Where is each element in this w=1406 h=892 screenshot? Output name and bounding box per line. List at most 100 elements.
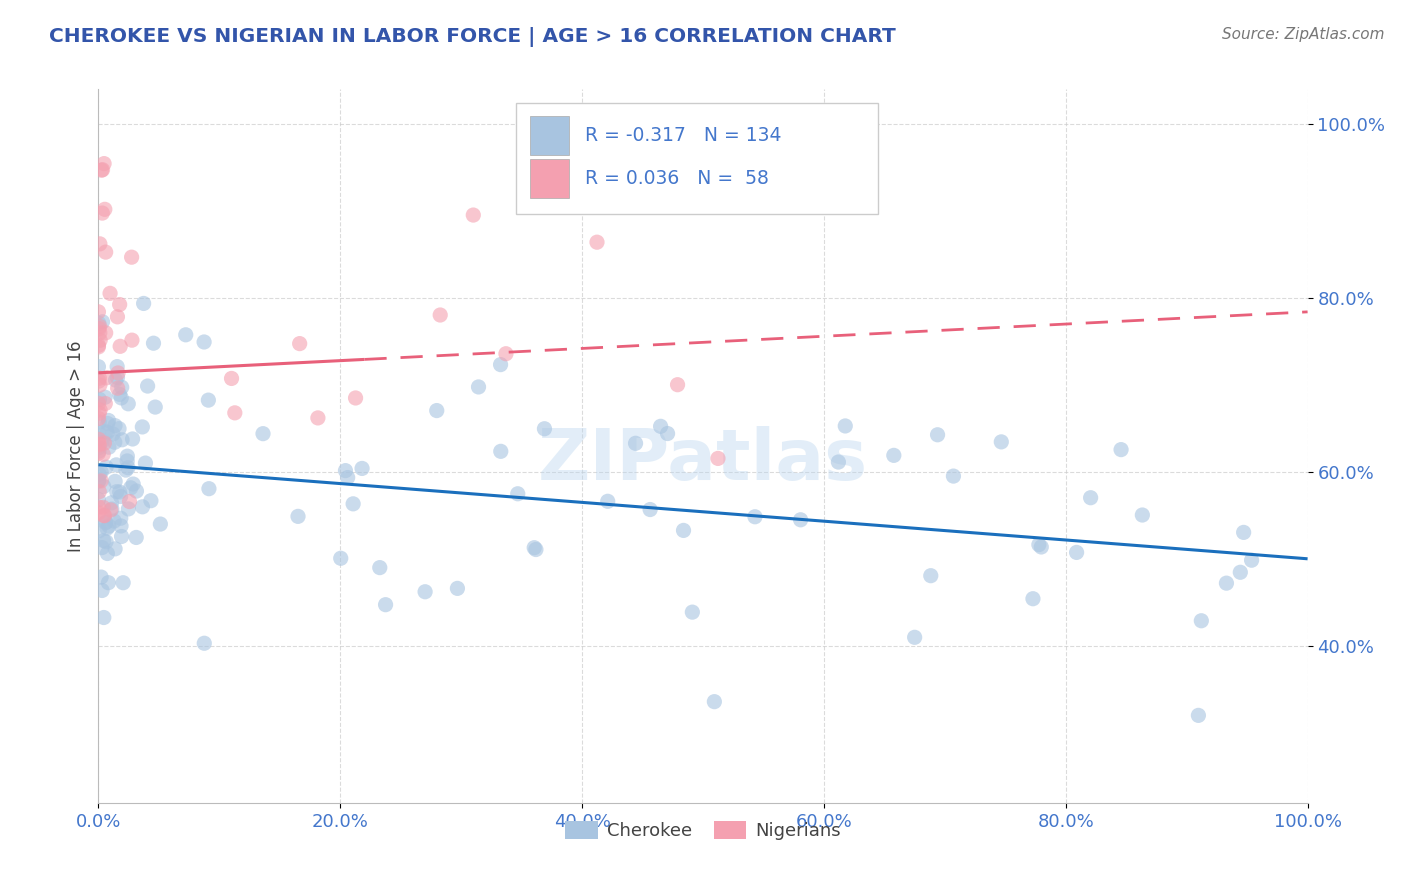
Point (91, 206, 114, 220)
Y-axis label: In Labor Force | Age > 16: In Labor Force | Age > 16 (66, 340, 84, 552)
Point (131, 420, 153, 434)
Point (446, 582, 468, 596)
Point (506, 487, 529, 501)
Point (96, 547, 118, 561)
Point (118, 494, 141, 508)
Point (115, 454, 138, 468)
Point (91, 541, 114, 555)
Point (1229, 566, 1251, 580)
Point (89, 484, 111, 499)
Point (134, 456, 156, 470)
Point (149, 517, 172, 532)
Point (93, 479, 115, 493)
Point (110, 519, 132, 533)
Point (93, 436, 115, 450)
Point (96, 371, 118, 385)
Point (87, 425, 110, 440)
Point (94, 202, 117, 217)
Point (463, 208, 485, 222)
Text: R = 0.036   N =  58: R = 0.036 N = 58 (585, 169, 768, 188)
Point (1240, 553, 1263, 567)
Point (335, 464, 357, 478)
Point (90, 435, 112, 450)
Point (87, 500, 110, 514)
Point (100, 503, 122, 517)
Point (707, 451, 730, 466)
Point (942, 469, 965, 483)
Point (374, 598, 396, 612)
Point (104, 373, 127, 387)
Point (112, 575, 135, 590)
Point (87, 396, 110, 410)
Point (107, 310, 129, 324)
Point (1109, 442, 1132, 457)
Point (524, 542, 547, 557)
Point (638, 502, 661, 516)
Point (94, 516, 117, 530)
Point (122, 477, 145, 491)
Point (523, 541, 546, 555)
Point (94, 515, 117, 529)
Point (586, 235, 609, 250)
Point (672, 524, 695, 538)
Point (342, 497, 364, 511)
Point (94, 396, 117, 410)
Point (110, 490, 132, 504)
Point (1187, 708, 1209, 723)
Point (920, 568, 942, 582)
Point (789, 513, 811, 527)
Point (100, 496, 122, 510)
Point (121, 432, 143, 446)
Point (703, 695, 725, 709)
Point (97, 417, 120, 431)
Point (90, 465, 112, 479)
Point (224, 406, 246, 420)
Point (87, 316, 110, 330)
Point (107, 370, 129, 384)
Point (533, 422, 555, 436)
Point (666, 377, 689, 392)
Point (89, 438, 111, 452)
Point (87, 446, 110, 460)
Point (107, 366, 129, 380)
Point (90, 163, 112, 178)
Point (467, 380, 489, 394)
Point (87, 305, 110, 319)
FancyBboxPatch shape (516, 103, 879, 214)
Point (221, 371, 243, 385)
Point (94, 390, 117, 404)
Point (125, 484, 148, 499)
Point (121, 333, 143, 347)
Point (834, 419, 856, 434)
Point (120, 481, 142, 495)
Text: ZIPatlas: ZIPatlas (538, 425, 868, 495)
Point (87, 474, 110, 488)
Point (287, 509, 309, 524)
Point (105, 458, 128, 472)
Point (87, 338, 110, 352)
Point (87, 433, 110, 447)
Point (87, 437, 110, 451)
Point (1080, 491, 1102, 505)
Point (174, 327, 197, 342)
Point (97, 413, 120, 427)
Point (252, 426, 274, 441)
Point (94, 460, 117, 475)
Point (344, 391, 367, 405)
Point (1215, 576, 1237, 591)
Point (87, 492, 110, 507)
Point (108, 485, 131, 500)
Point (329, 551, 352, 566)
Point (197, 393, 219, 408)
Point (108, 387, 131, 401)
Point (110, 391, 132, 405)
Point (288, 336, 311, 351)
Point (87, 441, 110, 455)
Point (91, 315, 114, 329)
Point (139, 493, 162, 508)
Point (97, 440, 120, 454)
Point (307, 411, 329, 425)
Point (89, 326, 111, 340)
Point (89, 371, 111, 385)
Point (368, 560, 391, 574)
